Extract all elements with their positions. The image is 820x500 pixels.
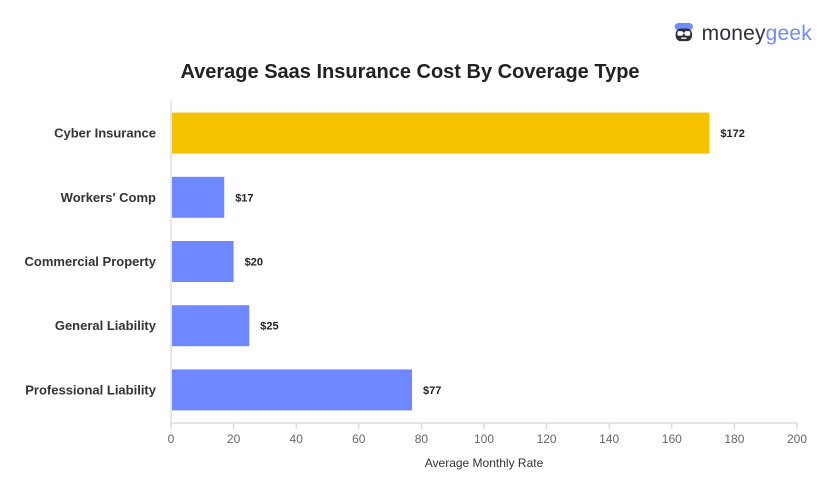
category-label-cyber-insurance: Cyber Insurance [54, 126, 156, 141]
bar-workers-comp [172, 176, 225, 218]
category-label-workers-comp: Workers' Comp [61, 190, 156, 205]
bar-general-liability [172, 305, 250, 347]
category-label-professional-liability: Professional Liability [25, 382, 157, 397]
x-tick-label: 80 [415, 432, 429, 446]
bars-layer: Cyber Insurance $172 Workers' Comp $17 Comme… [25, 112, 745, 411]
x-tick-label: 160 [662, 432, 682, 446]
category-label-commercial-property: Commercial Property [25, 254, 157, 269]
data-label-professional-liability: $77 [423, 385, 441, 397]
brand-word-money: money [701, 21, 766, 45]
data-label-cyber-insurance: $172 [720, 128, 744, 140]
x-tick-label: 140 [599, 432, 619, 446]
brand-logo: money geek [672, 18, 812, 48]
x-tick-label: 60 [352, 432, 366, 446]
data-label-workers-comp: $17 [235, 192, 253, 204]
geek-face-icon [674, 23, 693, 42]
category-label-general-liability: General Liability [55, 318, 157, 333]
x-tick-label: 40 [290, 432, 304, 446]
x-tick-label: 0 [168, 432, 175, 446]
data-label-commercial-property: $20 [245, 257, 263, 269]
bar-cyber-insurance [172, 112, 710, 154]
x-tick-label: 180 [724, 432, 744, 446]
x-axis-ticks: 0 20 40 60 80 100 120 140 160 180 200 [168, 423, 807, 446]
x-axis-title: Average Monthly Rate [425, 456, 544, 470]
bar-commercial-property [172, 241, 234, 282]
brand-word-geek: geek [765, 21, 812, 45]
x-tick-label: 100 [474, 432, 494, 446]
data-label-general-liability: $25 [260, 321, 278, 333]
bar-professional-liability [172, 369, 412, 411]
x-tick-label: 120 [537, 432, 557, 446]
x-tick-label: 20 [227, 432, 241, 446]
chart-title: Average Saas Insurance Cost By Coverage … [180, 61, 640, 83]
brand-wordmark: money geek [702, 23, 812, 44]
x-tick-label: 200 [787, 432, 807, 446]
